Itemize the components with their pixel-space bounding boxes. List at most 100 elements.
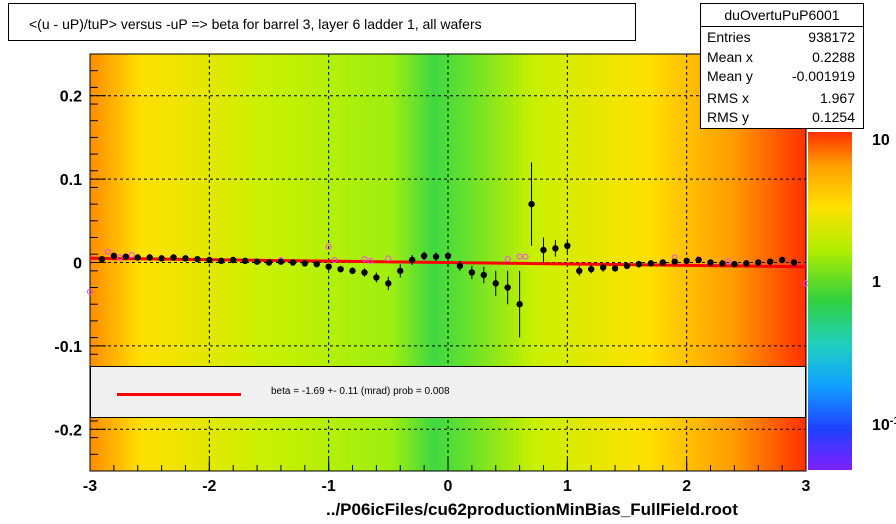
secondary-point [87,288,93,295]
data-point [552,245,559,252]
stats-label: RMS x [707,90,749,106]
fit-legend-line [117,393,241,396]
secondary-point [104,248,111,255]
x-tick-label: 3 [802,478,811,495]
data-point [671,258,678,265]
stats-row: RMS y 0.1254 [707,109,855,127]
x-tick-label: -2 [202,478,216,495]
x-axis: -3 -2 -1 0 1 2 3 [83,459,811,495]
stats-row: Entries 938172 [707,29,855,47]
data-point [194,255,201,263]
secondary-point [128,251,135,258]
data-point [146,254,153,261]
data-point [659,259,666,266]
chart-title: <(u - uP)/tuP> versus -uP => beta for ba… [29,16,482,32]
stats-label: RMS y [707,109,749,125]
data-point [349,267,356,275]
stats-label: Mean y [707,68,753,84]
z-tick-label: 1 [872,274,881,291]
x-tick-label: -3 [83,478,97,495]
stats-value: 0.1254 [812,109,855,125]
x-tick-label: 0 [444,478,453,495]
data-point [492,280,499,287]
secondary-point [516,253,523,260]
data-point [695,256,702,264]
data-point [576,267,583,275]
data-point [635,260,643,268]
stats-value: 0.2288 [812,49,855,65]
stats-value: -0.001919 [791,68,855,84]
z-tick-label: 10 [872,132,890,149]
data-point [623,262,631,270]
profile-points [98,162,798,338]
stats-value: 1.967 [819,90,855,106]
stats-label: Entries [707,29,751,45]
data-point [540,246,547,254]
data-point [253,258,261,265]
data-point [611,265,619,272]
data-point [230,256,237,264]
data-point [588,265,595,273]
footer-filename: ../P06icFiles/cu62productionMinBias_Full… [326,500,738,519]
data-point [313,260,320,268]
data-point [265,259,273,266]
data-point [277,258,285,265]
data-point [361,269,368,276]
data-point [397,267,404,275]
secondary-point [367,257,374,264]
data-point [456,262,464,270]
y-tick-label: 0.1 [60,172,82,189]
y-axis: 0.2 0.1 0 -0.1 -0.2 [54,53,106,472]
y-tick-label: -0.1 [54,339,82,356]
data-point [767,258,774,265]
data-point [385,280,392,287]
data-point [337,265,344,273]
data-point [528,200,535,208]
data-point [110,252,118,260]
data-point [170,254,177,261]
stats-row: Mean y -0.001919 [707,68,855,86]
secondary-point [325,243,332,250]
stats-box: duOvertuPuP6001 Entries 938172 Mean x 0.… [700,3,864,129]
data-point [409,256,416,264]
stats-name: duOvertuPuP6001 [724,7,840,23]
data-point [241,257,249,265]
data-point [707,259,714,266]
title-box: <(u - uP)/tuP> versus -uP => beta for ba… [8,3,636,41]
y-tick-label: 0.2 [60,89,82,106]
data-point [731,260,738,268]
data-point [444,252,452,260]
data-point [468,269,476,276]
stats-row: RMS x 1.967 [707,90,855,108]
data-point [432,253,440,260]
data-point [778,256,786,264]
data-point [325,263,332,270]
x-tick-label: 1 [563,478,572,495]
data-point [683,257,690,265]
data-point [158,255,165,262]
data-point [206,256,213,264]
z-color-scale [808,132,852,470]
x-tick-label: 2 [682,478,691,495]
secondary-point [725,258,732,265]
data-point [301,260,308,267]
y-tick-label: 0 [73,256,82,273]
secondary-point [385,255,392,262]
data-point [719,260,726,267]
data-point [182,255,189,262]
stats-separator [701,26,863,27]
stats-row: Mean x 0.2288 [707,49,855,67]
data-point [134,254,141,261]
secondary-point [504,256,511,263]
fit-legend-text: beta = -1.69 +- 0.11 (mrad) prob = 0.008 [271,386,450,397]
data-point [480,271,487,279]
secondary-point [331,256,338,263]
data-point [790,259,798,266]
secondary-point [522,253,529,260]
data-point [98,255,106,263]
data-point [516,301,523,308]
stats-value: 938172 [808,29,855,45]
data-point [420,252,428,260]
data-point [373,274,380,281]
x-tick-label: -1 [322,478,336,495]
